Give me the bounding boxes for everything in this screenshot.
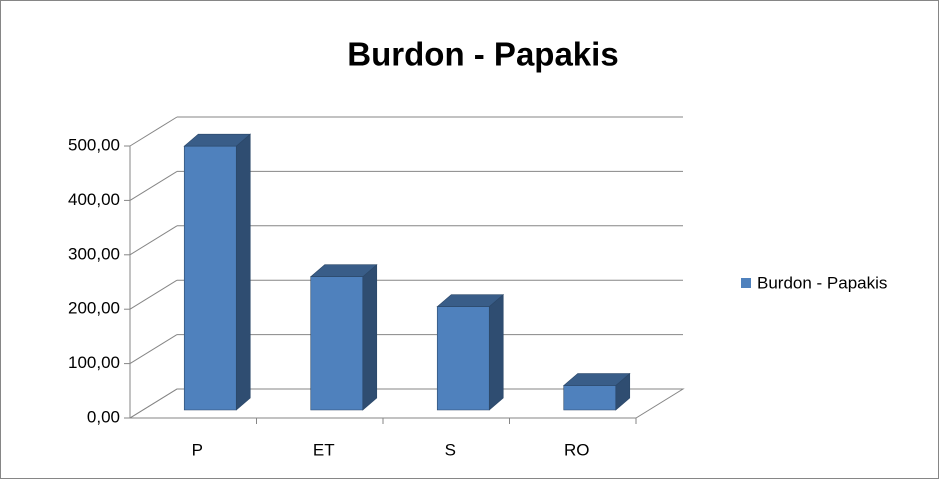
x-tick-label: S [445,440,456,459]
bar-side [235,133,251,411]
y-tick-label: 0,00 [87,407,120,426]
y-tick-label: 400,00 [68,190,120,209]
bar-side [362,264,378,411]
bar [183,133,252,411]
grid-line [129,170,178,201]
chart-title: Burdon - Papakis [347,36,618,73]
y-tick-label: 100,00 [68,353,120,372]
x-tick-label: RO [564,440,590,459]
bar-front [436,306,490,411]
y-tick-label: 300,00 [68,244,120,263]
grid-line [129,279,178,310]
x-tick-label: P [192,440,203,459]
bar [309,264,378,411]
bar-front [310,276,364,411]
grid-line [129,225,178,256]
grid-line [129,334,178,365]
grid-line [129,388,178,419]
bar [562,372,631,411]
grid-line [129,116,178,147]
bar [436,293,505,411]
bar-front [563,385,617,411]
bar-front [183,145,237,411]
y-tick-label: 500,00 [68,135,120,154]
bar-side [488,293,504,411]
legend-swatch [741,278,751,288]
legend-label: Burdon - Papakis [757,273,887,292]
y-tick-label: 200,00 [68,299,120,318]
x-tick-label: ET [313,440,335,459]
